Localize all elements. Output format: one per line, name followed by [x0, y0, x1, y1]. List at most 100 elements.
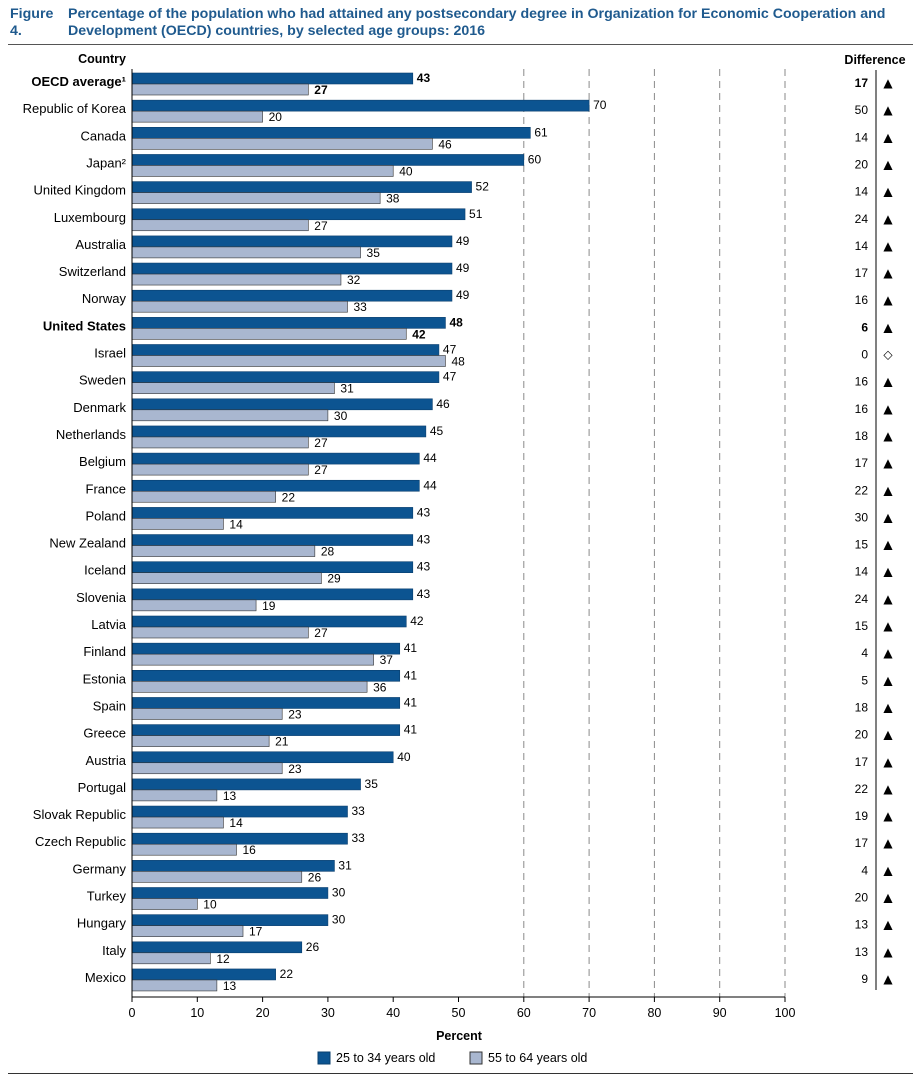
difference-value: 17: [855, 456, 869, 470]
value-label-25-34: 22: [280, 967, 294, 981]
difference-value: 9: [861, 972, 868, 986]
value-label-55-64: 38: [386, 192, 400, 206]
x-tick-label: 10: [190, 1006, 204, 1020]
value-label-25-34: 40: [397, 750, 411, 764]
bar-25-34: [131, 344, 440, 356]
significance-symbol: ◇: [883, 348, 893, 362]
country-label: Estonia: [83, 671, 127, 686]
figure-title: Figure 4. Percentage of the population wh…: [10, 6, 910, 40]
difference-header: Difference: [844, 53, 905, 67]
figure-label: Figure 4.: [10, 6, 54, 39]
country-label: Hungary: [77, 916, 127, 931]
value-label-25-34: 43: [417, 533, 431, 547]
bar-55-64: [131, 518, 224, 530]
value-label-25-34: 70: [593, 98, 607, 112]
bar-25-34: [131, 832, 348, 845]
bar-25-34: [131, 99, 590, 112]
country-label: Slovenia: [76, 590, 127, 605]
bar-25-34: [131, 208, 466, 221]
bar-25-34: [131, 669, 401, 682]
value-label-25-34: 49: [456, 234, 470, 248]
difference-value: 17: [855, 755, 869, 769]
value-label-25-34: 51: [469, 207, 483, 221]
bar-25-34: [131, 127, 531, 139]
significance-symbol: ▲: [883, 293, 893, 307]
country-label: Poland: [86, 508, 126, 523]
bar-55-64: [131, 789, 218, 802]
value-label-25-34: 52: [476, 180, 490, 194]
bar-55-64: [131, 273, 342, 286]
country-label: Latvia: [91, 617, 126, 632]
bar-55-64: [131, 952, 211, 965]
country-label: France: [86, 481, 126, 496]
country-label: Republic of Korea: [23, 101, 127, 116]
value-label-25-34: 49: [456, 288, 470, 302]
difference-value: 17: [855, 76, 869, 90]
significance-symbol: ▲: [883, 755, 893, 769]
country-label: Norway: [82, 291, 127, 306]
value-label-55-64: 14: [229, 517, 243, 531]
value-label-25-34: 46: [436, 397, 450, 411]
x-tick-label: 20: [256, 1006, 270, 1020]
significance-symbol: ▲: [883, 429, 893, 443]
bar-55-64: [131, 490, 276, 503]
bar-55-64: [131, 572, 322, 585]
bar-55-64: [131, 735, 270, 747]
legend-swatch-55-64: [469, 1051, 483, 1065]
value-label-25-34: 33: [351, 804, 365, 818]
significance-symbol: ▲: [883, 375, 893, 389]
difference-value: 18: [855, 429, 869, 443]
significance-symbol: ▲: [883, 185, 893, 199]
bar-55-64: [131, 300, 348, 313]
bar-25-34: [131, 181, 472, 193]
value-label-55-64: 20: [269, 110, 283, 124]
country-label: Canada: [80, 128, 126, 143]
value-label-55-64: 27: [314, 436, 328, 450]
significance-symbol: ▲: [883, 103, 893, 117]
grid-lines: [523, 69, 786, 997]
significance-symbol: ▲: [883, 782, 893, 796]
country-label: Denmark: [73, 400, 126, 415]
bar-55-64: [131, 246, 361, 259]
bar-25-34: [131, 968, 276, 981]
difference-value: 15: [855, 619, 869, 633]
difference-value: 13: [855, 945, 869, 959]
difference-value: 18: [855, 700, 869, 714]
value-label-25-34: 47: [443, 343, 457, 357]
value-label-55-64: 26: [308, 870, 322, 884]
significance-symbol: ▲: [883, 402, 893, 416]
bar-55-64: [131, 409, 329, 422]
country-label: Austria: [86, 753, 127, 768]
difference-value: 14: [855, 239, 869, 253]
x-tick-label: 0: [129, 1006, 136, 1020]
legend: 25 to 34 years old 55 to 64 years old: [317, 1051, 587, 1065]
x-tick-label: 100: [775, 1006, 796, 1020]
difference-value: 20: [855, 157, 869, 171]
value-label-25-34: 30: [332, 913, 346, 927]
bar-55-64: [131, 192, 381, 204]
value-label-55-64: 23: [288, 707, 302, 721]
bar-55-64: [131, 925, 244, 937]
bar-25-34: [131, 724, 401, 736]
value-label-25-34: 43: [417, 505, 431, 519]
difference-value: 20: [855, 891, 869, 905]
value-label-55-64: 16: [242, 843, 256, 857]
difference-value: 16: [855, 293, 869, 307]
value-label-55-64: 27: [314, 219, 328, 233]
value-label-25-34: 43: [417, 560, 431, 574]
value-label-55-64: 37: [380, 653, 394, 667]
country-label: New Zealand: [49, 536, 126, 551]
bar-25-34: [131, 317, 446, 329]
significance-symbol: ▲: [883, 673, 893, 687]
difference-value: 24: [855, 592, 869, 606]
x-tick-label: 50: [452, 1006, 466, 1020]
value-label-55-64: 22: [282, 490, 296, 504]
value-label-25-34: 33: [351, 831, 365, 845]
bar-25-34: [131, 154, 525, 166]
value-label-25-34: 31: [338, 858, 352, 872]
significance-symbol: ▲: [883, 157, 893, 171]
value-label-25-34: 47: [443, 370, 457, 384]
legend-swatch-25-34: [317, 1051, 331, 1065]
value-label-55-64: 33: [353, 300, 367, 314]
value-label-55-64: 27: [314, 463, 328, 477]
